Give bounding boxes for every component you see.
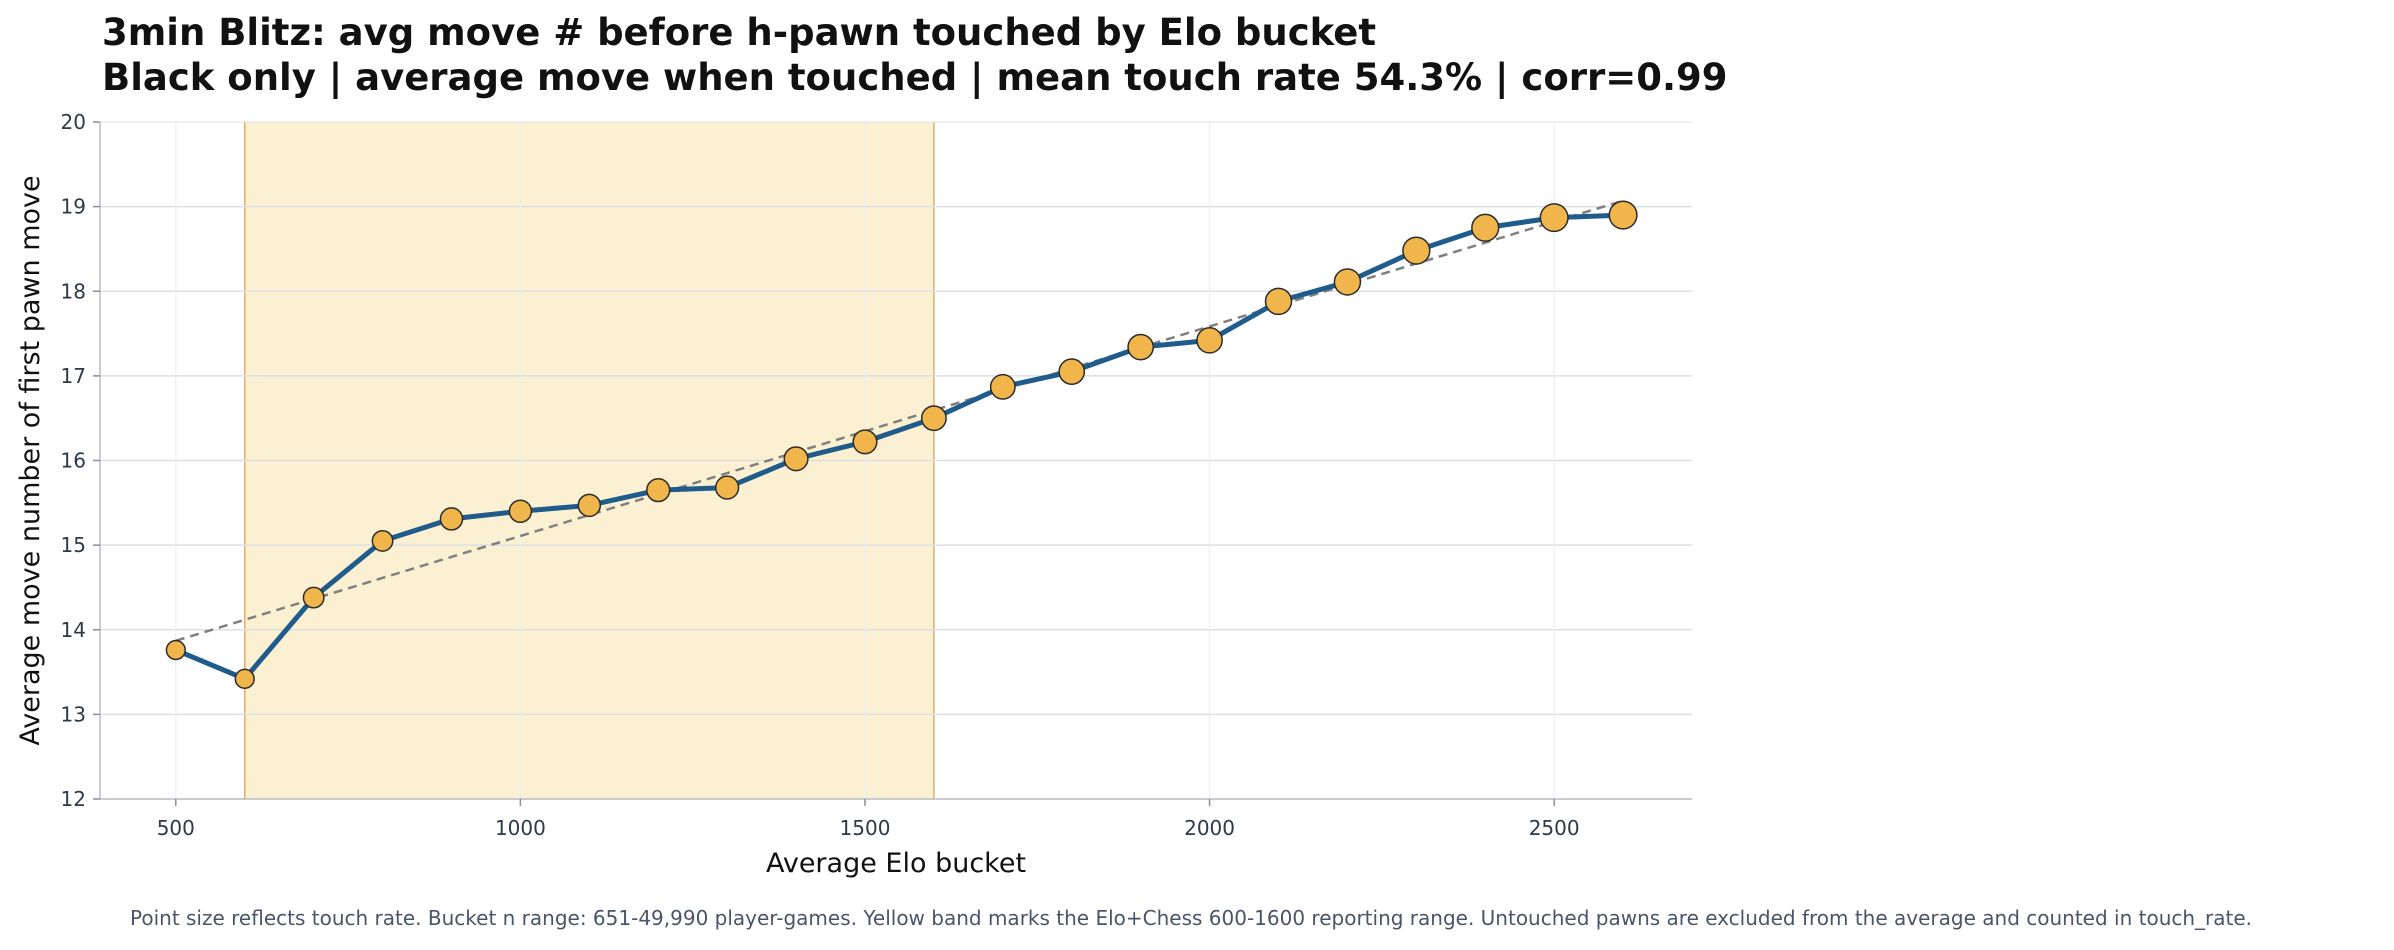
data-point bbox=[852, 429, 878, 455]
y-tick-label: 13 bbox=[61, 702, 86, 726]
data-point bbox=[577, 493, 602, 518]
series-layer bbox=[165, 200, 1638, 689]
y-tick-label: 17 bbox=[61, 364, 86, 388]
y-tick-label: 19 bbox=[61, 195, 86, 219]
data-point bbox=[1333, 268, 1362, 296]
x-tick-label: 2000 bbox=[1184, 816, 1235, 840]
y-tick-label: 14 bbox=[61, 618, 86, 642]
data-point bbox=[989, 373, 1016, 400]
data-point bbox=[1058, 358, 1086, 385]
data-point bbox=[715, 475, 740, 500]
data-point bbox=[234, 668, 255, 689]
data-point bbox=[508, 499, 533, 524]
x-tick-label: 1000 bbox=[495, 816, 546, 840]
chart-title: 3min Blitz: avg move # before h-pawn tou… bbox=[102, 10, 1728, 100]
data-point bbox=[1402, 236, 1431, 265]
y-tick-label: 12 bbox=[61, 787, 86, 811]
y-tick-label: 20 bbox=[61, 110, 86, 134]
data-point bbox=[1264, 287, 1293, 316]
y-tick-label: 15 bbox=[61, 533, 86, 557]
y-tick-label: 18 bbox=[61, 279, 86, 303]
y-axis-label: Average move number of first pawn move bbox=[15, 175, 46, 745]
data-point bbox=[1471, 213, 1500, 242]
data-point bbox=[302, 586, 325, 609]
data-point bbox=[371, 529, 394, 552]
data-point bbox=[1196, 326, 1223, 354]
x-axis-label: Average Elo bucket bbox=[766, 848, 1026, 879]
footnote: Point size reflects touch rate. Bucket n… bbox=[130, 906, 2253, 930]
title-line-2: Black only | average move when touched |… bbox=[102, 56, 1728, 99]
data-point bbox=[783, 446, 809, 472]
trend-line bbox=[175, 199, 1624, 642]
title-line-1: 3min Blitz: avg move # before h-pawn tou… bbox=[102, 11, 1377, 54]
series-line bbox=[174, 212, 1624, 682]
data-point bbox=[165, 639, 186, 661]
data-point bbox=[1539, 203, 1569, 233]
label-layer: Average Elo bucket Average move number of… bbox=[15, 175, 1026, 879]
data-point bbox=[920, 405, 947, 432]
trend-layer bbox=[175, 199, 1624, 642]
y-tick-label: 16 bbox=[61, 449, 86, 473]
x-tick-label: 500 bbox=[157, 816, 195, 840]
grid-layer bbox=[100, 121, 1692, 799]
data-point bbox=[646, 477, 671, 503]
axes-layer: 12 13 14 15 16 17 18 19 20 500 1000 1500 2000 2500 bbox=[61, 110, 1692, 840]
x-tick-label: 2500 bbox=[1529, 816, 1580, 840]
x-tick-label: 1500 bbox=[840, 816, 891, 840]
data-point bbox=[1608, 200, 1638, 230]
data-point bbox=[439, 507, 464, 531]
data-point bbox=[1127, 333, 1155, 361]
